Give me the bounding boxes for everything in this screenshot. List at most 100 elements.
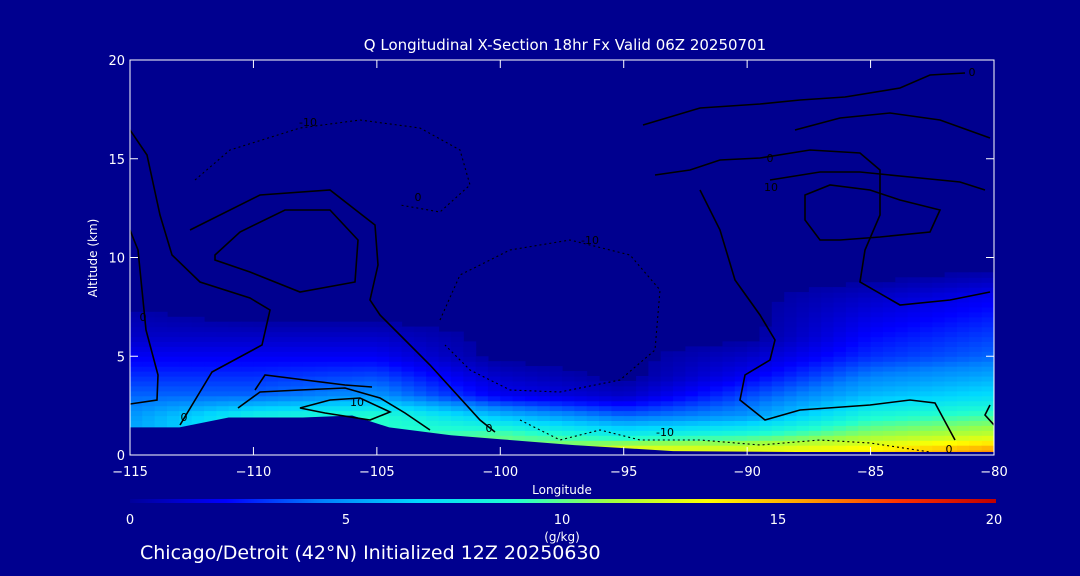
field-cell — [796, 390, 810, 397]
field-cell — [858, 356, 872, 362]
field-cell — [413, 346, 427, 352]
field-cell — [154, 351, 168, 357]
field-cell — [821, 361, 835, 367]
field-cell — [845, 385, 859, 392]
field-cell — [833, 321, 847, 328]
field-cell — [475, 385, 489, 392]
field-cell — [204, 376, 217, 382]
field-cell — [784, 341, 798, 347]
field-cell — [364, 341, 378, 347]
field-cell — [944, 390, 958, 397]
field-cell — [796, 371, 810, 377]
field-cell — [623, 415, 637, 421]
field-cell — [265, 380, 279, 387]
field-cell — [759, 326, 773, 333]
field-cell — [697, 410, 711, 417]
field-cell — [586, 425, 600, 431]
field-cell — [845, 415, 859, 421]
field-cell — [611, 385, 625, 392]
field-cell — [549, 400, 563, 407]
field-cell — [241, 371, 254, 377]
field-cell — [796, 415, 810, 421]
field-cell — [154, 356, 168, 362]
contour-solid — [654, 149, 991, 306]
field-cell — [623, 425, 637, 431]
field-cell — [352, 385, 366, 392]
field-cell — [327, 336, 341, 342]
field-cell — [845, 445, 859, 451]
field-cell — [315, 331, 328, 338]
field-cell — [463, 430, 477, 436]
field-cell — [500, 410, 514, 417]
field-cell — [969, 405, 983, 412]
field-cell — [154, 341, 168, 347]
field-cell — [870, 297, 884, 303]
field-cell — [130, 346, 143, 352]
field-cell — [907, 316, 921, 323]
field-cell — [907, 395, 921, 402]
field-cell — [154, 316, 168, 323]
field-cell — [957, 390, 970, 397]
field-cell — [981, 445, 994, 451]
field-cell — [302, 371, 316, 377]
field-cell — [673, 361, 686, 367]
field-cell — [130, 385, 143, 392]
field-cell — [895, 366, 909, 372]
field-cell — [241, 351, 254, 357]
field-cell — [413, 326, 427, 333]
field-cell — [981, 430, 994, 436]
field-cell — [216, 415, 230, 421]
field-cell — [870, 366, 884, 372]
field-cell — [858, 366, 872, 372]
field-cell — [796, 405, 810, 412]
contour-label: 0 — [181, 411, 188, 424]
contour-solid — [237, 387, 431, 431]
field-cell — [833, 341, 847, 347]
field-cell — [660, 376, 674, 382]
field-cell — [413, 390, 427, 397]
field-cell — [364, 336, 378, 342]
field-cell — [487, 415, 501, 421]
field-cell — [845, 306, 859, 313]
field-cell — [747, 410, 760, 417]
contour-solid — [299, 397, 393, 421]
field-cell — [895, 282, 909, 288]
field-cell — [759, 376, 773, 382]
field-cell — [265, 410, 279, 417]
field-cell — [130, 326, 143, 333]
field-cell — [167, 395, 180, 402]
field-cell — [253, 336, 267, 342]
field-cell — [179, 420, 193, 426]
field-cell — [969, 272, 983, 278]
field-cell — [747, 366, 760, 372]
field-cell — [969, 361, 983, 367]
field-cell — [438, 361, 452, 367]
field-cell — [710, 405, 723, 412]
field-cell — [450, 346, 464, 352]
field-cell — [882, 316, 896, 323]
x-tick-label: −105 — [359, 465, 395, 480]
field-cell — [895, 410, 909, 417]
field-cell — [315, 400, 328, 407]
field-cell — [623, 390, 637, 397]
field-cell — [771, 306, 785, 313]
field-cell — [228, 336, 242, 342]
field-cell — [339, 341, 353, 347]
field-cell — [549, 430, 563, 436]
field-cell — [734, 420, 748, 426]
field-cell — [969, 346, 983, 352]
field-cell — [932, 326, 946, 333]
field-cell — [981, 287, 994, 293]
field-cell — [944, 292, 958, 298]
field-cell — [759, 420, 773, 426]
field-cell — [981, 282, 994, 288]
field-cell — [697, 371, 711, 377]
field-cell — [130, 390, 143, 397]
field-cell — [426, 346, 440, 352]
field-cell — [537, 415, 551, 421]
field-cell — [821, 376, 835, 382]
field-cell — [549, 380, 563, 387]
field-cell — [549, 395, 563, 402]
